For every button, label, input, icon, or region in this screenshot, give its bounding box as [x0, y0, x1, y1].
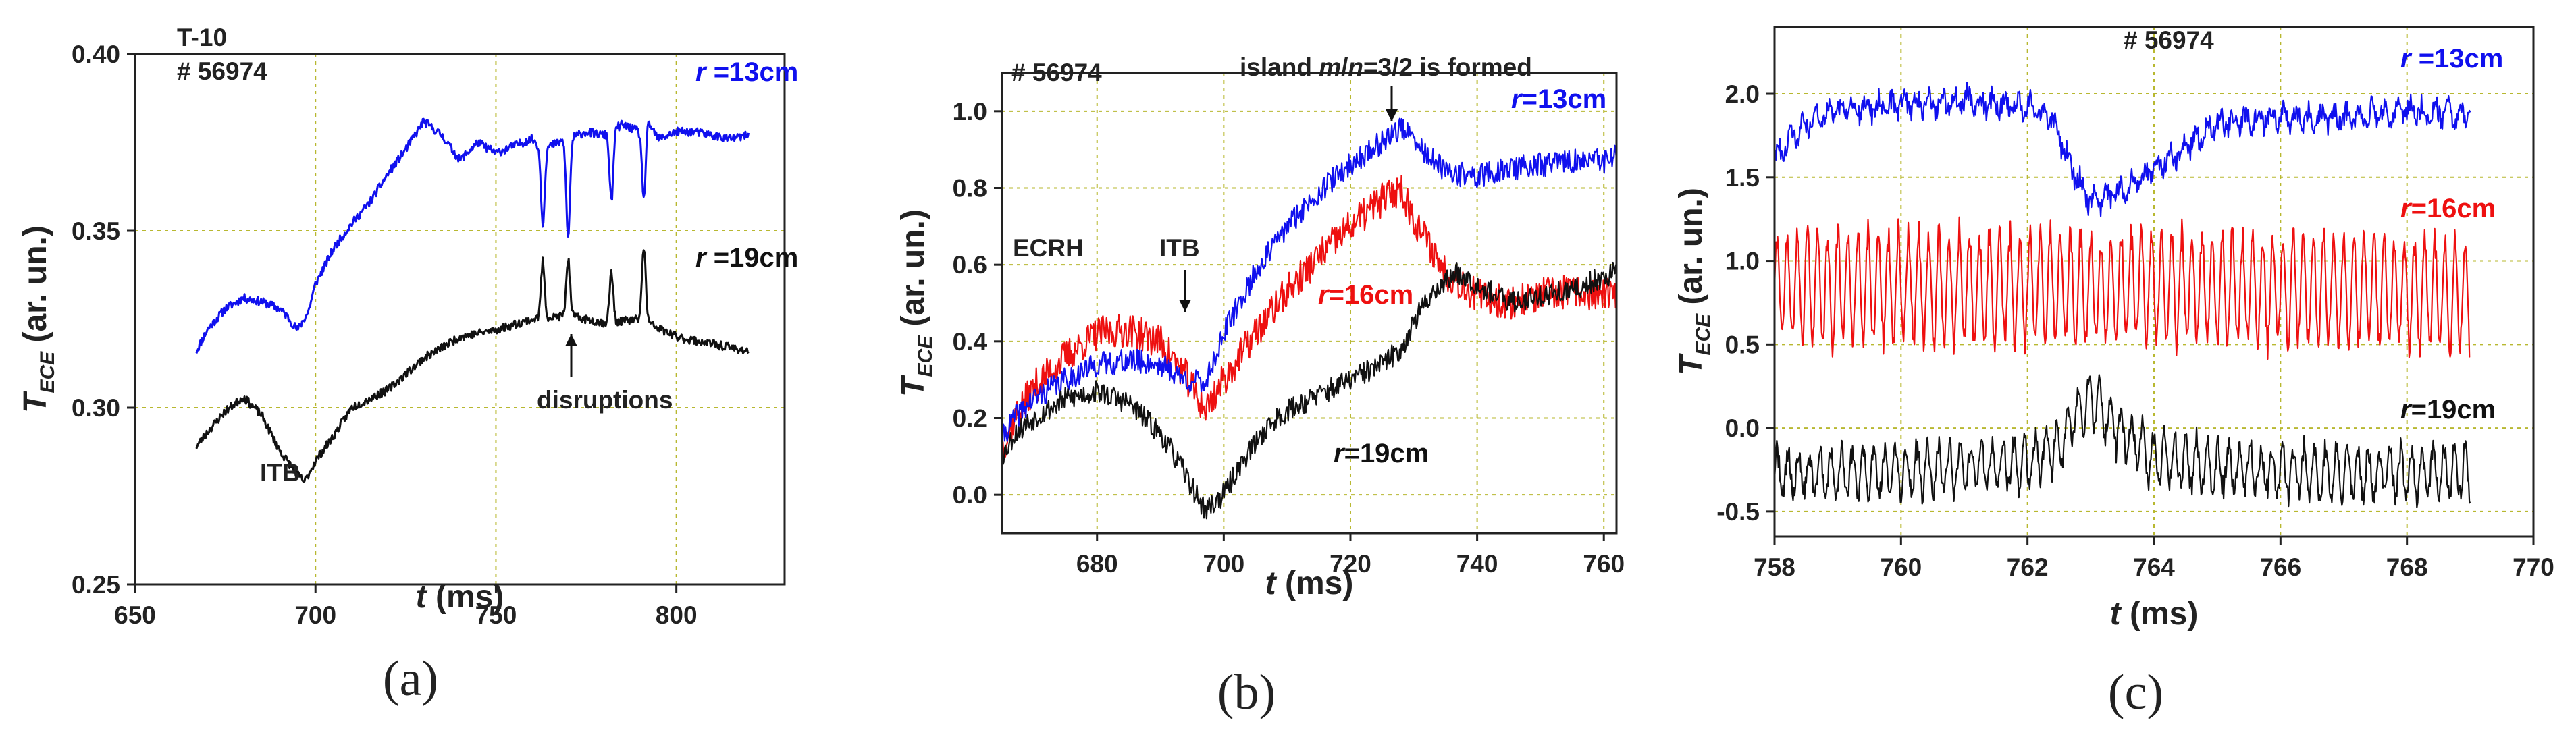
arrow-head [1386, 109, 1398, 121]
annotation-shot: # 56974 [1011, 59, 1102, 86]
x-tick-label: 766 [2259, 553, 2301, 581]
y-axis-label: TECE (ar. un.) [18, 225, 59, 413]
x-tick-label: 768 [2386, 553, 2428, 581]
series-line-r16cm [1775, 216, 2471, 360]
x-tick-label: 650 [114, 601, 156, 629]
y-tick-label: 1.0 [953, 98, 987, 126]
x-axis-label: t (ms) [2110, 596, 2199, 632]
x-tick-label: 720 [1330, 550, 1371, 578]
chart-panel-b: 680 700 720 740 760 0.0 0.2 0.4 0.6 0.8 1.0 t (ms) T… [895, 53, 1625, 720]
series-line-r13cm [195, 117, 750, 354]
series-line-r13cm [1775, 82, 2471, 217]
y-tick-label: 0.40 [72, 40, 120, 68]
series-line-r13cm [1002, 117, 1616, 443]
y-tick-label: 0.30 [72, 394, 120, 422]
y-axis-label: TECE (ar. un.) [895, 209, 937, 397]
annotation-shot: # 56974 [177, 57, 267, 85]
y-tick-label: 0.8 [953, 175, 987, 202]
y-tick-label: 0.0 [1725, 414, 1760, 442]
x-tick-label: 758 [1754, 553, 1795, 581]
x-tick-label: 762 [2007, 553, 2049, 581]
x-tick-label: 750 [475, 601, 517, 629]
y-tick-label: 0.0 [953, 481, 987, 509]
series-line-r19cm [195, 249, 750, 483]
x-axis-label: t (ms) [1265, 566, 1354, 601]
annotation-ecrh: ECRH [1013, 234, 1084, 262]
panel-label: (a) [383, 651, 438, 707]
chart-panel-a: 650 700 750 800 0.25 0.30 0.35 0.40 t (ms) TECE (… [18, 24, 798, 707]
x-tick-label: 764 [2133, 553, 2175, 581]
y-tick-label: 0.5 [1725, 331, 1760, 358]
x-tick-label: 680 [1076, 550, 1118, 578]
series-label-19cm: r=19cm [2400, 395, 2496, 425]
y-tick-label: 0.2 [953, 405, 987, 433]
x-axis-label: t (ms) [416, 579, 504, 615]
annotation-itb: ITB [1159, 234, 1200, 262]
annotation-disruptions: disruptions [537, 386, 673, 414]
series-line-r16cm [1002, 175, 1616, 460]
x-tick-label: 700 [294, 601, 336, 629]
y-tick-label: 0.35 [72, 217, 120, 245]
series-label-19cm: r =19cm [695, 243, 798, 273]
series-label-13cm: r =13cm [2400, 44, 2503, 74]
x-tick-label: 770 [2513, 553, 2554, 581]
series-label-16cm: r=16cm [1318, 280, 1413, 310]
series-line-r19cm [1002, 261, 1616, 520]
series-label-16cm: r=16cm [2400, 194, 2496, 223]
annotation-shot: # 56974 [2124, 26, 2214, 54]
series-label-13cm: r =13cm [695, 57, 798, 87]
y-tick-label: 1.0 [1725, 248, 1760, 275]
y-tick-label: 2.0 [1725, 80, 1760, 108]
arrow-head [565, 334, 577, 346]
chart-panel-c: 758 760 762 764 766 768 770 -0.5 0.0 0.5 1.0 1.5 2.0… [1673, 26, 2554, 720]
series-label-13cm: r=13cm [1511, 84, 1606, 114]
y-tick-label: 0.6 [953, 251, 987, 279]
y-tick-label: 1.5 [1725, 164, 1760, 192]
x-tick-label: 800 [656, 601, 698, 629]
panel-label: (c) [2108, 665, 2163, 720]
series-line-r19cm [1775, 374, 2471, 509]
annotation-itb: ITB [260, 459, 300, 487]
arrow-head [1179, 300, 1191, 312]
x-tick-label: 740 [1456, 550, 1498, 578]
x-tick-label: 700 [1203, 550, 1244, 578]
series-label-19cm: r=19cm [1334, 439, 1429, 468]
y-tick-label: 0.25 [72, 571, 120, 599]
x-tick-label: 760 [1583, 550, 1625, 578]
annotation-t10: T-10 [177, 24, 227, 51]
y-tick-label: -0.5 [1716, 498, 1760, 526]
panel-label: (b) [1217, 665, 1276, 720]
y-axis-label: TECE (ar. un.) [1673, 188, 1714, 375]
plot-frame [1001, 72, 1618, 535]
y-tick-label: 0.4 [953, 328, 988, 356]
plot-frame [134, 53, 786, 586]
annotation-island: island m/n=3/2 is formed [1240, 53, 1532, 81]
x-tick-label: 760 [1880, 553, 1922, 581]
